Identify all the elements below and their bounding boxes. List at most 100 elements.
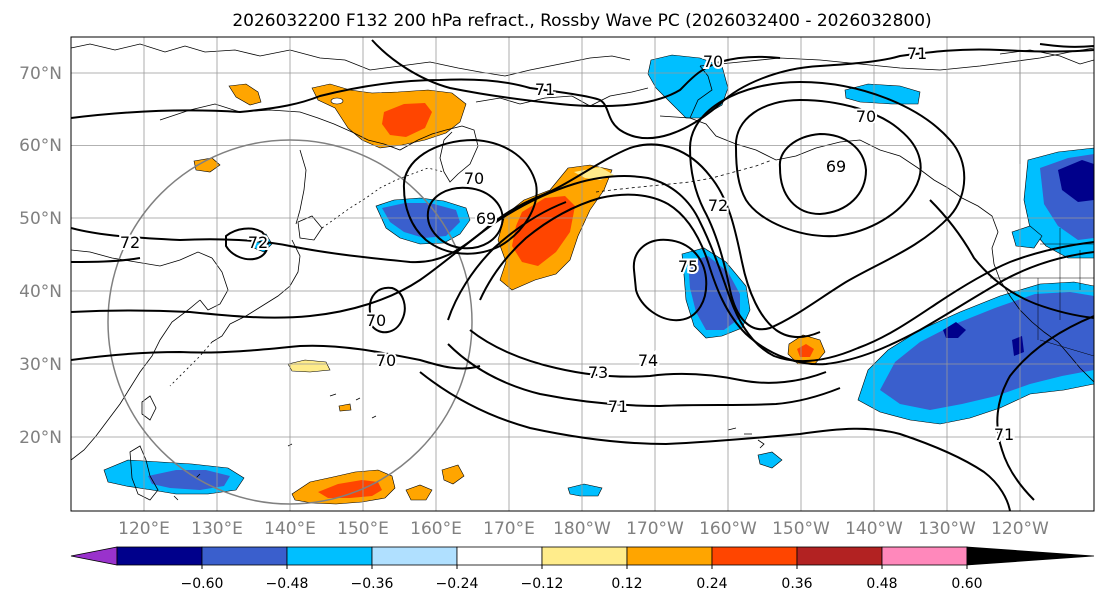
- region-circle: [107, 139, 473, 505]
- lat-label: 40°N: [19, 282, 62, 302]
- lon-label: 170°W: [626, 519, 684, 539]
- map-background: [71, 37, 1094, 511]
- colorbar-segment: [796, 546, 883, 566]
- colorbar-tick-label: −0.12: [521, 576, 564, 592]
- lon-label: 130°E: [191, 519, 243, 539]
- coast-arctic-siberia: [71, 43, 631, 77]
- contour-label: 73: [588, 363, 608, 382]
- lat-label: 30°N: [19, 355, 62, 375]
- contour-label: 69: [826, 157, 846, 176]
- contour-label: 70: [703, 52, 723, 71]
- contour-74-south: [469, 329, 827, 384]
- contour-73b: [447, 201, 567, 321]
- anomaly-east-pacific-navy-2: [1012, 336, 1024, 356]
- anomaly-east-pacific-core: [880, 292, 1094, 410]
- contour-72-main: [71, 143, 821, 338]
- gridlines: [71, 37, 1094, 511]
- anomaly-tropical-small-1: [405, 484, 433, 501]
- map-content: 71 70 71 70 69 72 70 69 72 75 70 70 74 7…: [71, 37, 1094, 511]
- lon-label: 120°W: [991, 519, 1049, 539]
- colorbar-tick-label: 0.24: [696, 576, 727, 592]
- anomaly-na-north-navy: [1058, 160, 1094, 202]
- contour-70-south: [71, 344, 481, 370]
- contour-71-south: [419, 371, 1011, 511]
- contour-label: 72: [120, 233, 140, 252]
- colorbar-segment: [201, 546, 288, 566]
- coast-aleutians: [595, 159, 773, 193]
- anomaly-na-small-1: [1011, 225, 1043, 249]
- contour-69-alaska: [778, 132, 868, 216]
- contour-72-alaska: [688, 80, 966, 331]
- anomaly-tropical-small-2: [441, 464, 465, 485]
- colorbar-segment: [371, 546, 458, 566]
- contour-70-north: [371, 39, 781, 108]
- colorbar-tick-label: 0.36: [781, 576, 812, 592]
- anomaly-sakha-positive: [228, 83, 262, 106]
- contour-label: 74: [638, 351, 658, 370]
- lon-label: 150°W: [772, 519, 830, 539]
- negative-anomalies: [103, 54, 1094, 497]
- contour-label: 70: [856, 107, 876, 126]
- map-frame: [70, 36, 1095, 512]
- contour-label: 70: [464, 169, 484, 188]
- contour-label-group: 71 70 71 70 69 72 70 69 72 75 70 70 74 7…: [118, 42, 1016, 446]
- border-states: [1037, 228, 1094, 340]
- contour-label: 71: [994, 425, 1014, 444]
- anomaly-okhotsk-core: [382, 103, 432, 137]
- contour-label: 72: [248, 233, 268, 252]
- border-mexico: [1039, 339, 1094, 357]
- positive-anomalies: [193, 83, 826, 505]
- contour-label: 69: [476, 209, 496, 228]
- lon-label: 160°W: [699, 519, 757, 539]
- colorbar-segment: [966, 546, 1095, 566]
- contour-69-kamchatka: [426, 186, 504, 250]
- coast-philippines: [129, 445, 159, 501]
- contour-70-kamchatka: [402, 138, 538, 255]
- colorbar: [70, 546, 1095, 566]
- anomaly-okhotsk-hole: [330, 97, 344, 105]
- contour-75: [632, 238, 708, 322]
- colorbar-tick-label: 0.12: [611, 576, 642, 592]
- lat-label: 50°N: [19, 209, 62, 229]
- lat-label: 70°N: [19, 64, 62, 84]
- colorbar-segment: [286, 546, 373, 566]
- contour-label: 71: [608, 397, 628, 416]
- colorbar-tick-label: 0.60: [951, 576, 982, 592]
- anomaly-tropical-core: [318, 480, 382, 498]
- colorbar-segment: [541, 546, 628, 566]
- contour-71-east: [996, 315, 1094, 501]
- refractivity-contours: [71, 39, 1094, 511]
- contour-70-closed: [368, 286, 406, 334]
- anomaly-hokkaido-core: [382, 203, 460, 238]
- anomaly-arctic-negative: [844, 83, 921, 105]
- coast-okhotsk: [159, 103, 463, 151]
- contour-label: 70: [376, 351, 396, 370]
- contour-73-south: [447, 343, 841, 408]
- colorbar-tick-label: −0.60: [181, 576, 224, 592]
- contour-73: [71, 175, 1094, 362]
- contour-71-north: [71, 48, 1094, 140]
- colorbar-segment: [711, 546, 798, 566]
- lat-label: 60°N: [19, 136, 62, 156]
- contour-70-alaska: [734, 98, 922, 238]
- contour-label: 72: [708, 196, 728, 215]
- colorbar-ticks: [201, 565, 968, 569]
- coast-hokkaido: [297, 215, 323, 241]
- colorbar-tick-labels: −0.60 −0.48 −0.36 −0.24 −0.12 0.12 0.24 …: [181, 576, 983, 592]
- colorbar-segment: [881, 546, 968, 566]
- anomaly-west-pacific-small: [287, 359, 331, 373]
- contour-71-west: [225, 227, 269, 261]
- coast-alaska-north: [699, 47, 1094, 71]
- coast-alaska: [659, 115, 949, 189]
- anomaly-tropical-blue-small: [567, 483, 603, 497]
- lon-label: 130°W: [918, 519, 976, 539]
- lon-label: 160°E: [410, 519, 462, 539]
- contour-70-ne: [1039, 43, 1094, 48]
- coast-korea: [199, 257, 229, 311]
- lon-label: 180°W: [553, 519, 611, 539]
- lon-label: 170°E: [483, 519, 535, 539]
- contour-label: 70: [366, 311, 386, 330]
- coast-china: [71, 249, 213, 461]
- coast-kyushu: [211, 323, 231, 343]
